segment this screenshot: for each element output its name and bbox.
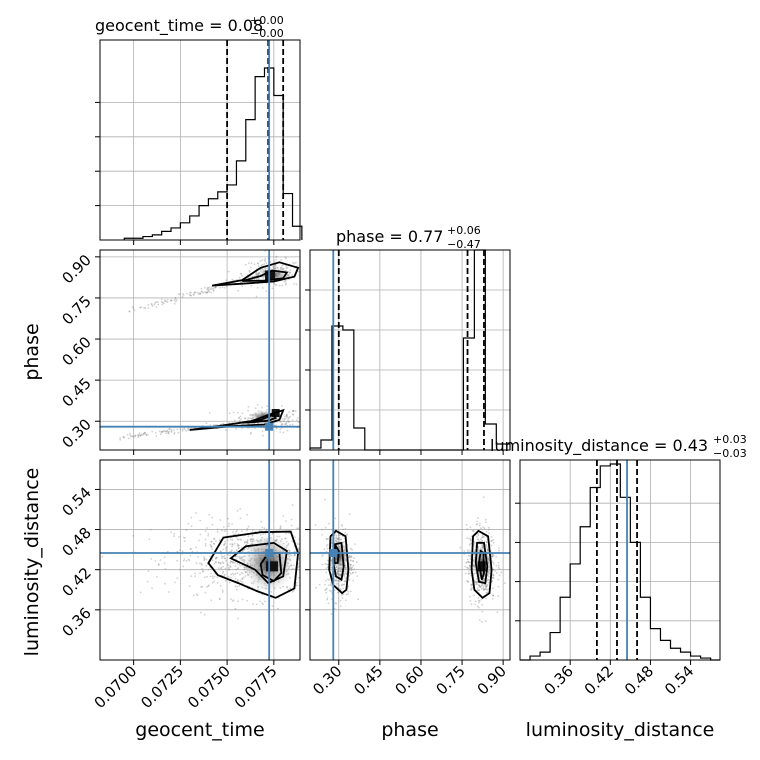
luminosity-distance-title-sub: −0.03 — [713, 447, 747, 460]
y-axis-label-phase: phase — [21, 323, 43, 380]
geocent-time-title: geocent_time = 0.08 +0.00 −0.00 — [95, 14, 284, 40]
luminosity-distance-title: luminosity_distance = 0.43 +0.03 −0.03 — [490, 433, 747, 460]
phase-x-tick-label-1: 0.45 — [350, 662, 386, 698]
geocent-time-title-sup: +0.00 — [250, 14, 284, 27]
truth-marker — [329, 548, 338, 557]
density-peak-0 — [265, 561, 278, 572]
luminosity-distance-x-tick-label-2: 0.48 — [621, 662, 657, 698]
phase-x-tick-label-2: 0.60 — [391, 662, 427, 698]
panel-frame — [99, 249, 301, 451]
grid-lines — [520, 460, 720, 660]
contour-2 — [333, 543, 340, 564]
contour-3 — [470, 529, 493, 599]
phase-title-sup: +0.06 — [447, 224, 481, 237]
x-axis-label-geocent-time: geocent_time — [135, 719, 264, 741]
geocent-time-x-tick-label-3: 0.0775 — [231, 662, 281, 712]
luminosity-distance-tick-label-2: 0.48 — [58, 524, 94, 560]
luminosity-distance-title-sup: +0.03 — [713, 433, 747, 446]
phase-tick-label-1: 0.45 — [58, 374, 94, 410]
luminosity-distance-x-tick-label-3: 0.54 — [661, 662, 697, 698]
x-axis-label-luminosity-distance: luminosity_distance — [526, 719, 715, 741]
panel-frame — [99, 459, 301, 661]
truth-marker — [265, 548, 274, 557]
grid-lines — [100, 460, 300, 660]
contour-1 — [241, 413, 277, 424]
phase-tick-label-0: 0.30 — [58, 415, 94, 451]
luminosity-distance-tick-label-0: 0.36 — [58, 604, 94, 640]
luminosity-distance-histogram-panel — [515, 459, 721, 665]
geocent-time-x-tick-label-0: 0.0700 — [91, 662, 141, 712]
phase-tick-label-3: 0.75 — [58, 292, 94, 328]
geocent-time-x-tick-label-1: 0.0725 — [137, 662, 187, 712]
luminosity-distance-vs-phase-panel — [305, 459, 511, 665]
density-peak-0 — [477, 561, 486, 572]
contour-3 — [241, 269, 289, 282]
contour-0 — [328, 529, 350, 595]
luminosity-distance-title-text: luminosity_distance = 0.43 — [490, 436, 708, 456]
y-axis-label-luminosity-distance: luminosity_distance — [21, 468, 43, 657]
contour-1 — [229, 541, 288, 585]
phase-x-tick-label-3: 0.75 — [433, 662, 469, 698]
phase-tick-label-4: 0.90 — [58, 251, 94, 287]
contour-0 — [207, 530, 300, 599]
geocent-time-histogram-bars — [123, 67, 303, 240]
plot-area — [310, 460, 510, 660]
geocent-time-title-text: geocent_time = 0.08 — [95, 16, 263, 36]
geocent-time-x-tick-label-2: 0.0750 — [184, 662, 234, 712]
phase-x-tick-label-4: 0.90 — [474, 662, 510, 698]
contour-4 — [474, 542, 489, 585]
luminosity-distance-tick-label-3: 0.54 — [58, 484, 94, 520]
geocent-time-title-sub: −0.00 — [250, 27, 284, 40]
phase-title: phase = 0.77 +0.06 −0.47 — [336, 224, 481, 251]
grid-lines — [310, 250, 510, 450]
phase-histogram-frame — [309, 249, 511, 451]
phase-histogram-panel — [305, 249, 511, 455]
x-axis-label-phase: phase — [381, 719, 438, 741]
contour-1 — [332, 541, 345, 582]
panel-frame — [309, 459, 511, 661]
truth-marker — [265, 422, 274, 431]
phase-x-tick-label-0: 0.30 — [309, 662, 345, 698]
contour-0 — [189, 408, 285, 431]
plot-area — [100, 250, 300, 450]
luminosity-distance-x-tick-label-0: 0.36 — [541, 662, 577, 698]
phase-vs-geocent-time-panel: 0.30 0.45 0.60 0.75 0.90 — [58, 249, 301, 455]
phase-histogram-bars — [309, 249, 511, 451]
luminosity-distance-histogram-bars — [520, 463, 720, 661]
phase-title-sub: −0.47 — [447, 238, 481, 251]
phase-tick-label-2: 0.60 — [58, 333, 94, 369]
contour-2 — [211, 261, 300, 287]
geocent-time-histogram-panel — [95, 39, 303, 245]
geocent-time-histogram-frame — [99, 39, 301, 241]
luminosity-distance-histogram-frame — [519, 459, 721, 661]
plot-area — [100, 460, 300, 660]
luminosity-distance-x-tick-label-1: 0.42 — [581, 662, 617, 698]
phase-title-text: phase = 0.77 — [336, 227, 443, 246]
density-peak-1 — [265, 270, 276, 281]
luminosity-distance-tick-label-1: 0.42 — [58, 564, 94, 600]
